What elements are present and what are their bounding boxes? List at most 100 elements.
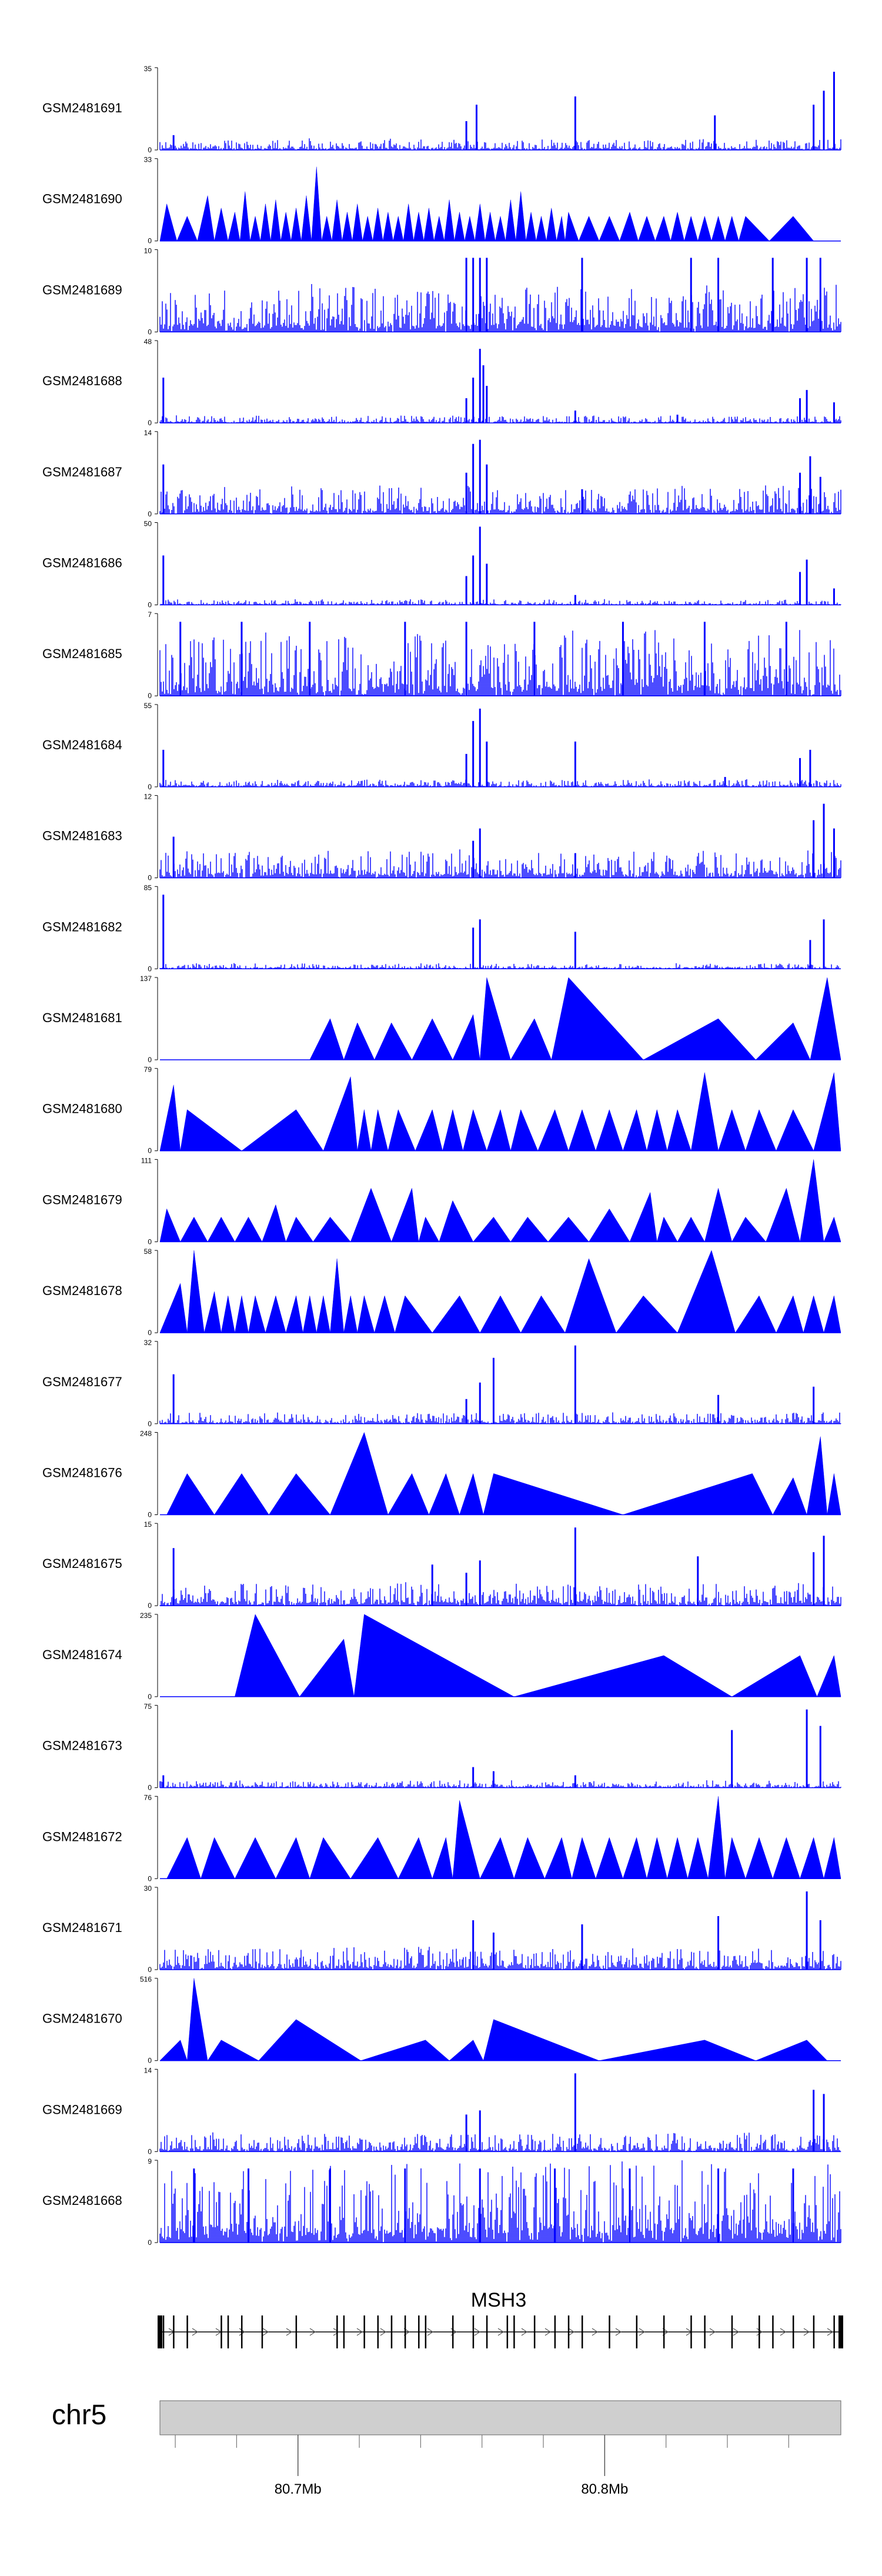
y-axis-max-label: 50 (144, 520, 152, 528)
y-axis-max-label: 111 (141, 1156, 152, 1164)
y-axis-max-label: 9 (148, 2157, 152, 2165)
strand-arrow-icon (756, 2328, 763, 2336)
gene-exon (390, 2315, 393, 2348)
coverage-tracks: GSM2481691350GSM2481690330GSM2481689100G… (42, 65, 841, 2247)
y-axis-min-label: 0 (148, 692, 152, 700)
chromosome-bar (159, 2400, 841, 2435)
y-axis-max-label: 79 (144, 1066, 152, 1074)
track-name-label: GSM2481690 (42, 192, 122, 206)
track-GSM2481681: GSM2481681 137 0 (42, 975, 841, 1064)
track-GSM2481674: GSM2481674 235 0 (42, 1611, 841, 1701)
gene-exon-terminal (158, 2315, 162, 2348)
gene-track: MSH3 (158, 2289, 843, 2348)
gene-exon (173, 2315, 175, 2348)
strand-arrow-icon (827, 2328, 834, 2336)
coverage-signal (159, 2132, 841, 2152)
y-axis-max-label: 137 (140, 975, 152, 983)
strand-arrow-icon (356, 2328, 363, 2336)
gene-exon (227, 2315, 229, 2348)
chromosome-label: chr5 (52, 2400, 106, 2431)
y-axis-min-label: 0 (148, 2057, 152, 2065)
y-axis-max-label: 30 (144, 1884, 152, 1893)
y-axis-min-label: 0 (148, 783, 152, 791)
y-axis-max-label: 35 (144, 65, 152, 73)
y-axis-max-label: 516 (140, 1976, 152, 1984)
track-GSM2481678: GSM2481678 58 0 (42, 1247, 841, 1337)
track-name-label: GSM2481679 (42, 1192, 122, 1207)
track-name-label: GSM2481675 (42, 1556, 122, 1571)
track-GSM2481687: GSM2481687 14 0 (42, 429, 841, 518)
track-GSM2481683: GSM2481683 12 0 (42, 793, 841, 882)
strand-arrow-icon (639, 2328, 646, 2336)
gene-exon (363, 2315, 365, 2348)
coverage-signal (159, 1582, 841, 1606)
gene-exon (336, 2315, 338, 2348)
y-axis-max-label: 248 (140, 1430, 152, 1438)
genomic-axis: 80.7Mb 80.8Mb (175, 2435, 789, 2497)
y-axis-min-label: 0 (148, 1056, 152, 1064)
gene-exon (506, 2315, 509, 2348)
gene-exon (567, 2315, 570, 2348)
track-GSM2481689: GSM2481689 10 0 (42, 246, 841, 336)
y-axis-min-label: 0 (148, 328, 152, 336)
y-axis-max-label: 10 (144, 246, 152, 255)
gene-exon (759, 2315, 760, 2348)
strand-arrow-icon (333, 2328, 340, 2336)
strand-arrow-icon (262, 2328, 269, 2336)
strand-arrow-icon (497, 2328, 505, 2336)
strand-arrow-icon (544, 2328, 552, 2336)
track-name-label: GSM2481677 (42, 1374, 122, 1389)
strand-arrow-icon (192, 2328, 199, 2336)
strand-arrow-icon (309, 2328, 316, 2336)
track-name-label: GSM2481680 (42, 1102, 122, 1116)
y-axis-max-label: 75 (144, 1703, 152, 1711)
y-axis-min-label: 0 (148, 146, 152, 154)
coverage-area (160, 977, 841, 1060)
strand-arrow-icon (427, 2328, 434, 2336)
gene-exon (792, 2315, 794, 2348)
coverage-signal (159, 138, 841, 150)
gene-exon (731, 2315, 733, 2348)
track-GSM2481684: GSM2481684 55 0 (42, 702, 841, 791)
strand-arrow-icon (780, 2328, 787, 2336)
gene-exon (704, 2315, 706, 2348)
strand-arrow-icon (733, 2328, 740, 2336)
track-GSM2481675: GSM2481675 15 0 (42, 1520, 841, 1610)
gene-exon (377, 2315, 379, 2348)
track-name-label: GSM2481688 (42, 373, 122, 388)
track-name-label: GSM2481678 (42, 1283, 122, 1298)
axis-tick-label: 80.8Mb (581, 2481, 628, 2497)
track-GSM2481676: GSM2481676 248 0 (42, 1430, 841, 1519)
y-axis-max-label: 33 (144, 156, 152, 164)
y-axis-max-label: 76 (144, 1793, 152, 1801)
y-axis-max-label: 14 (144, 429, 152, 437)
y-axis-min-label: 0 (148, 1874, 152, 1883)
track-GSM2481673: GSM2481673 75 0 (42, 1703, 841, 1792)
track-GSM2481669: GSM2481669 14 0 (42, 2066, 841, 2155)
y-axis-max-label: 32 (144, 1339, 152, 1347)
track-name-label: GSM2481691 (42, 101, 122, 115)
track-GSM2481679: GSM2481679 111 0 (42, 1156, 841, 1246)
gene-exon (554, 2315, 556, 2348)
track-name-label: GSM2481669 (42, 2102, 122, 2117)
coverage-area (159, 1250, 841, 1334)
gene-exon (513, 2315, 515, 2348)
track-name-label: GSM2481685 (42, 646, 122, 661)
y-axis-min-label: 0 (148, 1329, 152, 1337)
gene-exon (472, 2315, 475, 2348)
strand-arrow-icon (474, 2328, 481, 2336)
y-axis-max-label: 55 (144, 702, 152, 710)
coverage-signal (159, 415, 841, 423)
strand-arrow-icon (568, 2328, 575, 2336)
y-axis-min-label: 0 (148, 2238, 152, 2247)
track-name-label: GSM2481676 (42, 1466, 122, 1480)
gene-name-label: MSH3 (471, 2289, 526, 2311)
y-axis-max-label: 12 (144, 793, 152, 801)
y-axis-min-label: 0 (148, 1693, 152, 1701)
coverage-signal (159, 284, 841, 332)
gene-exon (772, 2315, 774, 2348)
track-GSM2481686: GSM2481686 50 0 (42, 520, 841, 609)
track-GSM2481668: GSM2481668 9 0 (42, 2157, 841, 2247)
gene-exon (581, 2315, 583, 2348)
y-axis-min-label: 0 (148, 510, 152, 518)
